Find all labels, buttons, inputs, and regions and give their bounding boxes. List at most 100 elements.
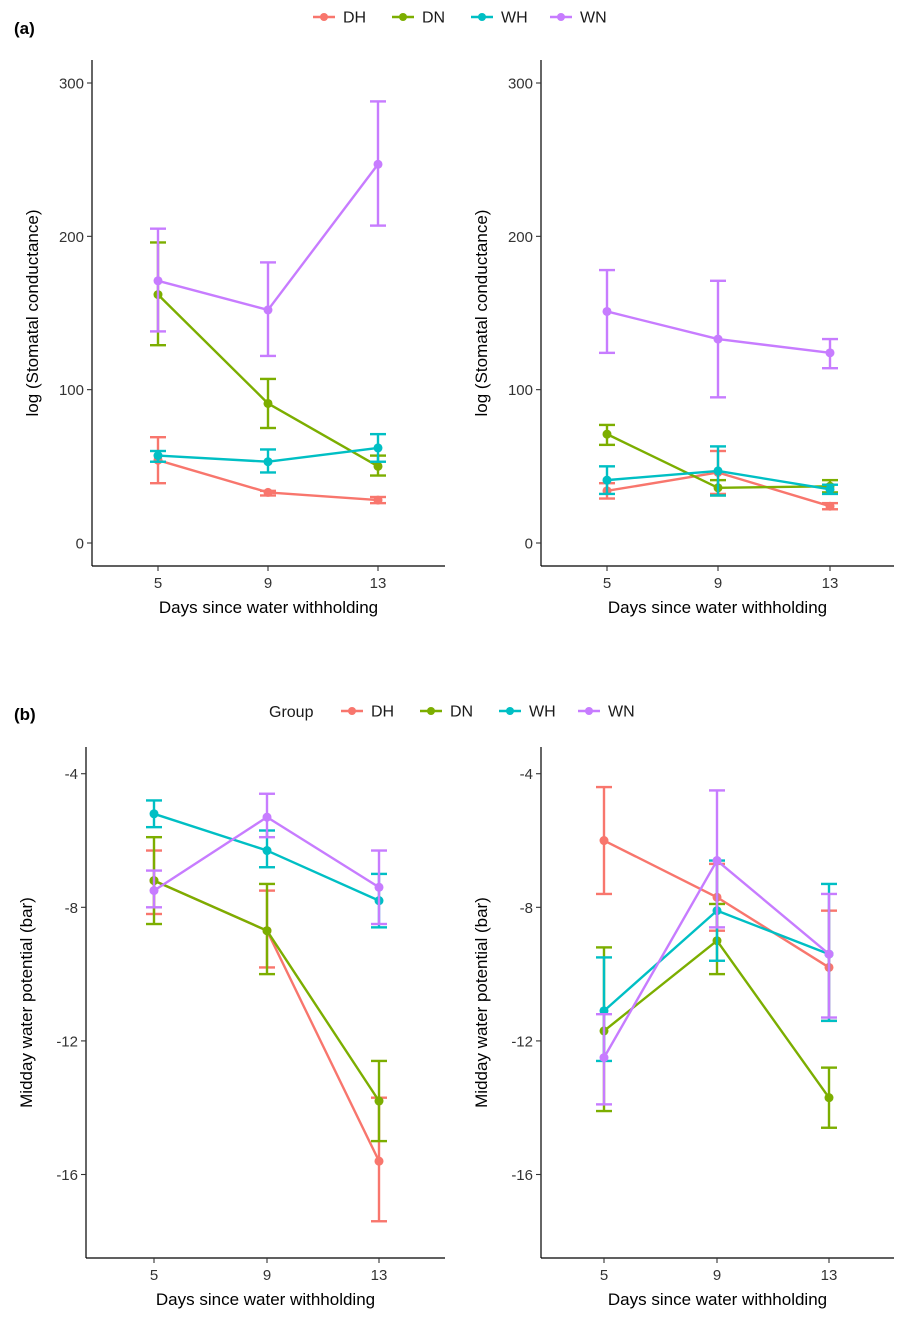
data-point	[602, 306, 612, 316]
data-point	[712, 856, 722, 866]
legend-key-point	[399, 13, 407, 21]
legend-label: DN	[422, 10, 445, 27]
series-dn	[146, 835, 387, 1143]
chart-a-left: 0 100 200 300 5 9 13 Days since water withholdi…	[23, 60, 445, 617]
data-point	[149, 886, 159, 896]
legend-key-point	[348, 707, 356, 715]
legend-key-point	[427, 707, 435, 715]
x-tick-label: 9	[263, 1267, 271, 1284]
legend-top: DH DN WH WN	[313, 10, 607, 27]
x-tick-label: 13	[370, 575, 387, 592]
legend-key-point	[320, 13, 328, 21]
y-tick-label: -4	[520, 766, 533, 783]
y-tick-label: 300	[508, 76, 533, 93]
data-point	[153, 451, 163, 461]
legend-label: DH	[343, 10, 366, 27]
data-point	[153, 276, 163, 286]
series-wn	[596, 789, 837, 1106]
x-tick-label: 13	[371, 1267, 388, 1284]
legend-key-point	[478, 13, 486, 21]
data-point	[825, 501, 835, 511]
data-point	[824, 949, 834, 959]
data-point	[374, 882, 384, 892]
legend-label: WN	[608, 704, 635, 721]
x-tick-label: 5	[600, 1267, 608, 1284]
legend-key-point	[506, 707, 514, 715]
y-axis-title: log (Stomatal conductance)	[472, 210, 491, 417]
data-point	[263, 398, 273, 408]
data-point	[599, 836, 609, 846]
series-wh	[150, 432, 386, 474]
series-wn	[150, 100, 386, 358]
y-tick-label: -12	[511, 1033, 533, 1050]
data-point	[602, 429, 612, 439]
data-point	[263, 305, 273, 315]
legend-item-wh: WH	[499, 704, 556, 721]
x-tick-label: 5	[154, 575, 162, 592]
y-axis-title: Midday water potential (bar)	[17, 897, 36, 1108]
chart-a-right: 0 100 200 300 5 9 13 Days since water withholdi…	[472, 60, 894, 617]
data-point	[263, 457, 273, 467]
y-tick-label: 100	[59, 382, 84, 399]
legend-item-dn: DN	[392, 10, 445, 27]
y-tick-label: 300	[59, 76, 84, 93]
data-point	[262, 926, 272, 936]
x-tick-label: 5	[603, 575, 611, 592]
data-point	[599, 1053, 609, 1063]
legend-title: Group	[269, 704, 314, 721]
x-axis-title: Days since water withholding	[156, 1290, 375, 1309]
legend-item-wh: WH	[471, 10, 528, 27]
y-tick-label: -4	[65, 766, 78, 783]
x-tick-label: 9	[714, 575, 722, 592]
y-axis-title: Midday water potential (bar)	[472, 897, 491, 1108]
x-tick-label: 9	[713, 1267, 721, 1284]
data-point	[602, 475, 612, 485]
x-axis-title: Days since water withholding	[159, 598, 378, 617]
legend-item-dn: DN	[420, 704, 473, 721]
legend-key-point	[585, 707, 593, 715]
y-tick-label: 0	[525, 536, 533, 553]
legend-item-dh: DH	[313, 10, 366, 27]
data-point	[373, 443, 383, 453]
y-tick-label: 0	[76, 536, 84, 553]
x-tick-label: 9	[264, 575, 272, 592]
panel-label-a: (a)	[14, 19, 35, 38]
data-point	[824, 1093, 834, 1103]
data-point	[825, 484, 835, 494]
data-point	[374, 1096, 384, 1106]
x-axis-title: Days since water withholding	[608, 598, 827, 617]
data-point	[262, 812, 272, 822]
chart-b-right: -16 -12 -8 -4 5 9 13 Days since water withholdi…	[472, 747, 894, 1309]
y-axis-title: log (Stomatal conductance)	[23, 210, 42, 417]
data-point	[373, 461, 383, 471]
data-point	[374, 1156, 384, 1166]
data-point	[713, 334, 723, 344]
x-tick-label: 5	[150, 1267, 158, 1284]
y-tick-label: -8	[520, 900, 533, 917]
data-point	[262, 846, 272, 856]
legend-item-wn: WN	[550, 10, 607, 27]
data-point	[825, 348, 835, 358]
legend-bottom: Group DH DN WH WN	[269, 704, 635, 722]
series-wn	[146, 792, 387, 926]
x-tick-label: 13	[821, 1267, 838, 1284]
y-tick-label: -8	[65, 900, 78, 917]
data-point	[373, 159, 383, 169]
data-point	[373, 495, 383, 505]
series-wn	[599, 268, 838, 399]
legend-label: WH	[501, 10, 528, 27]
data-point	[149, 809, 159, 819]
x-tick-label: 13	[822, 575, 839, 592]
panel-label-b: (b)	[14, 705, 36, 724]
y-tick-label: 200	[508, 229, 533, 246]
legend-item-dh: DH	[341, 704, 394, 721]
y-tick-label: 100	[508, 382, 533, 399]
data-point	[713, 466, 723, 476]
legend-label: WH	[529, 704, 556, 721]
series-wh	[599, 445, 838, 497]
x-axis-title: Days since water withholding	[608, 1290, 827, 1309]
y-tick-label: -16	[511, 1167, 533, 1184]
legend-label: WN	[580, 10, 607, 27]
legend-label: DN	[450, 704, 473, 721]
